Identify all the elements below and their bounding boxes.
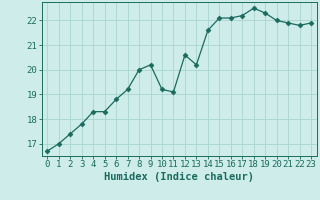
X-axis label: Humidex (Indice chaleur): Humidex (Indice chaleur) <box>104 172 254 182</box>
